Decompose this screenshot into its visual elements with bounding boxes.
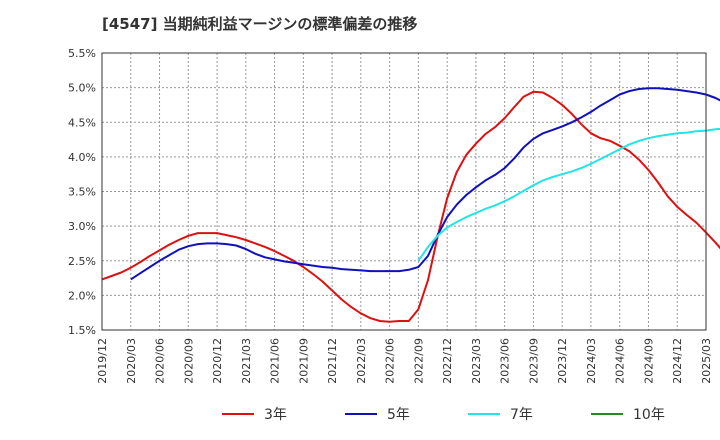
x-tick-label: 2024/09 [642,338,655,384]
x-tick-label: 2020/03 [125,338,138,384]
x-axis-ticks: 2019/12 2020/03 2020/06 2020/09 2020/12 2021/… [96,338,713,384]
y-axis-ticks: 1.5% 2.0% 2.5% 3.0% 3.5% 4.0% 4.5% 5.0% 5.5% [68,47,96,337]
x-tick-label: 2020/06 [154,338,167,384]
x-tick-label: 2023/03 [470,338,483,384]
x-tick-label: 2020/12 [211,338,224,384]
legend-label-4: 10年 [633,407,665,423]
y-tick-label: 3.0% [68,220,96,233]
x-tick-label: 2025/03 [700,338,713,384]
series-line-3 [417,127,720,262]
y-tick-label: 2.0% [68,289,96,302]
y-tick-label: 4.5% [68,116,96,129]
x-tick-label: 2023/06 [499,338,512,384]
y-tick-label: 5.0% [68,82,96,95]
x-tick-label: 2021/09 [297,338,310,384]
y-tick-label: 5.5% [68,47,96,60]
x-tick-label: 2022/12 [441,338,454,384]
series-lines [101,87,720,323]
legend-label-2: 5年 [387,407,410,423]
legend: 3年 5年 7年 10年 [222,407,665,423]
plot-area [101,52,707,331]
x-tick-label: 2022/06 [384,338,397,384]
series-line-2 [130,87,720,281]
series-line-1 [101,90,720,323]
x-tick-label: 2020/09 [182,338,195,384]
legend-label-3: 7年 [510,407,533,423]
x-tick-label: 2024/06 [614,338,627,384]
legend-label-1: 3年 [264,407,287,423]
grid [101,52,707,331]
y-tick-label: 1.5% [68,324,96,337]
x-tick-label: 2021/03 [240,338,253,384]
y-tick-label: 2.5% [68,255,96,268]
y-tick-label: 3.5% [68,186,96,199]
x-tick-label: 2022/09 [412,338,425,384]
x-tick-label: 2022/03 [355,338,368,384]
x-tick-label: 2021/06 [269,338,282,384]
x-tick-label: 2021/12 [326,338,339,384]
x-tick-label: 2023/12 [556,338,569,384]
x-tick-label: 2024/03 [585,338,598,384]
y-tick-label: 4.0% [68,151,96,164]
chart-title: [4547] 当期純利益マージンの標準偏差の推移 [102,15,417,33]
x-tick-label: 2024/12 [671,338,684,384]
x-tick-label: 2023/09 [527,338,540,384]
x-tick-label: 2019/12 [96,338,109,384]
